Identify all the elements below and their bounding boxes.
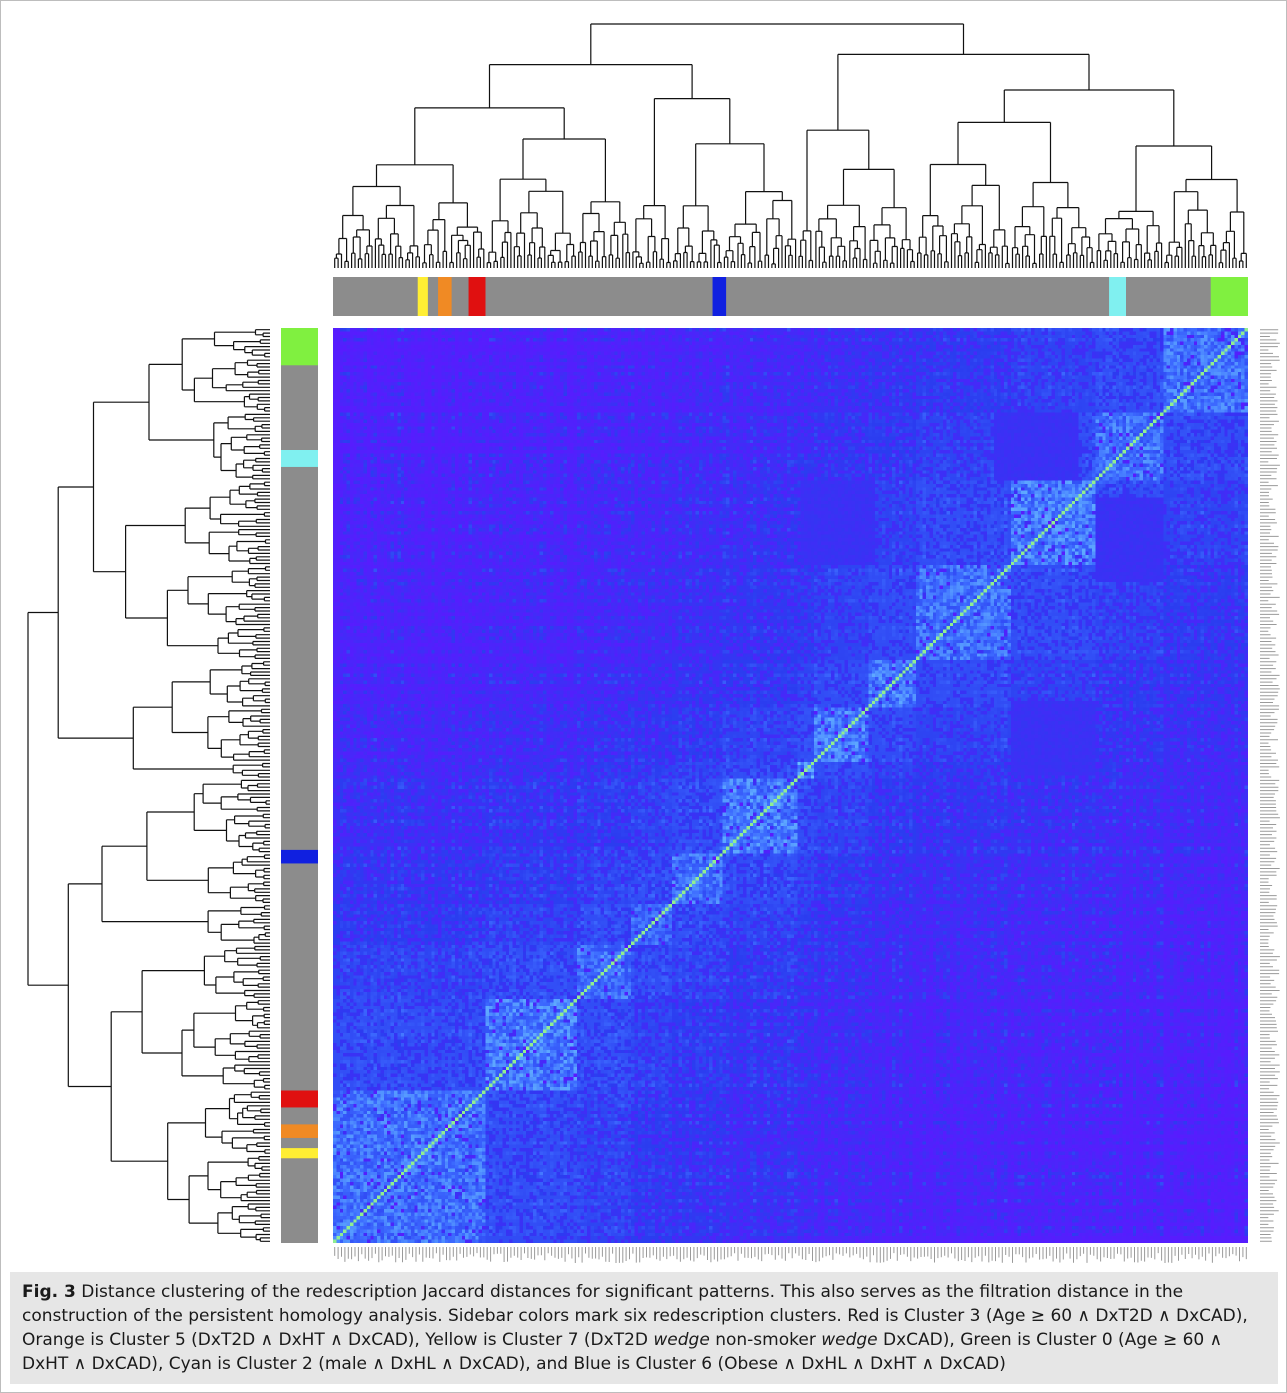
left-sidebar-cluster-7: [281, 1148, 318, 1159]
figure-label: Fig. 3: [22, 1282, 76, 1302]
top-dendrogram: [334, 23, 1247, 268]
top-sidebar-cluster-5: [438, 277, 452, 316]
left-cluster-sidebar: [281, 328, 318, 1243]
top-dendrogram-branches: [334, 23, 1247, 268]
caption-wedge-1: wedge: [653, 1330, 710, 1350]
left-sidebar-cluster-6: [281, 849, 318, 864]
top-sidebar-cluster-6: [712, 277, 727, 316]
heatmap-cells: [333, 328, 1248, 1243]
figure-caption: Fig. 3 Distance clustering of the redesc…: [22, 1280, 1266, 1376]
top-sidebar-cluster-2: [1109, 277, 1126, 316]
caption-wedge-2: wedge: [821, 1330, 878, 1350]
caption-text-3: DxCAD), Green is Cluster 0 (Age ≥ 60 ∧ D…: [22, 1330, 1223, 1374]
top-cluster-sidebar: [333, 277, 1248, 316]
row-labels-texture: [1260, 329, 1280, 1242]
top-sidebar-cluster-3: [468, 277, 486, 316]
left-sidebar-cluster-3: [281, 1090, 318, 1108]
left-sidebar-cluster-0: [281, 328, 318, 366]
jaccard-distance-heatmap: [333, 328, 1248, 1243]
left-dendrogram: [27, 329, 270, 1242]
figure-caption-box: Fig. 3 Distance clustering of the redesc…: [10, 1272, 1278, 1384]
clustered-heatmap-figure: [27, 23, 1280, 1263]
row-tick-labels: [1260, 329, 1280, 1242]
column-tick-labels: [334, 1247, 1247, 1263]
left-sidebar-cluster-2: [281, 450, 318, 467]
left-dendrogram-branches: [27, 329, 270, 1242]
caption-text-1: Distance clustering of the redescription…: [22, 1282, 1248, 1350]
top-sidebar-cluster-0: [1210, 277, 1248, 316]
top-sidebar-cluster-7: [417, 277, 428, 316]
caption-text-2: non-smoker: [709, 1330, 822, 1350]
left-sidebar-cluster-5: [281, 1124, 318, 1138]
column-labels-texture: [334, 1247, 1247, 1263]
